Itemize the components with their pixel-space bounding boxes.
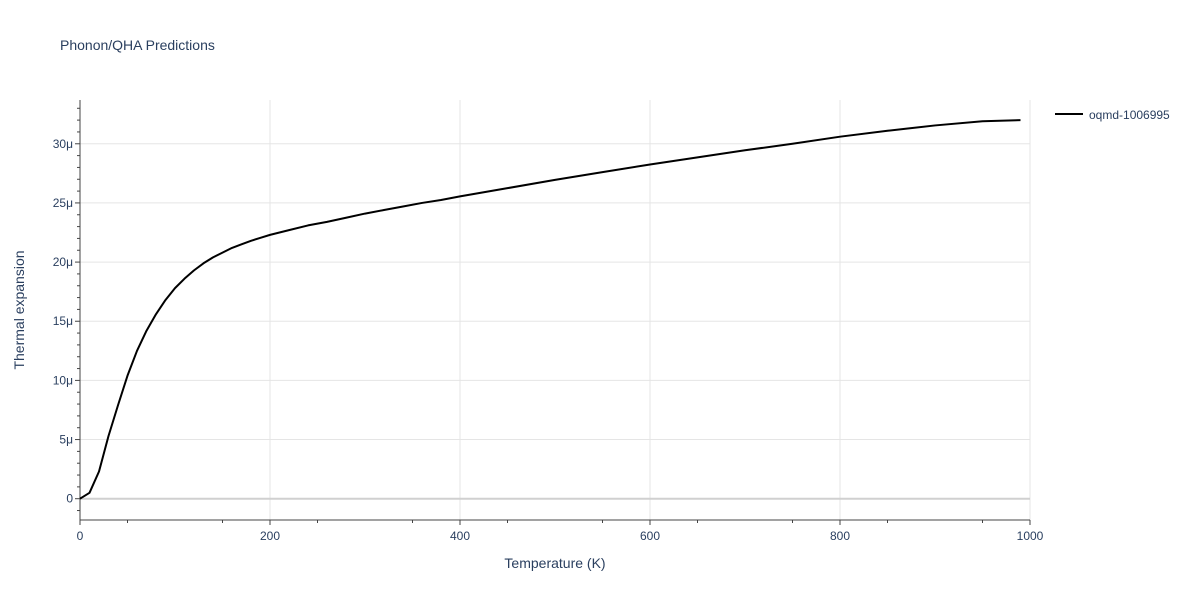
y-tick-label: 15μ	[53, 314, 73, 328]
x-axis-label: Temperature (K)	[504, 555, 605, 571]
y-tick-label: 5μ	[59, 433, 73, 447]
y-tick-label: 25μ	[53, 196, 73, 210]
series-line	[79, 119, 1021, 500]
x-tick-label: 0	[77, 529, 84, 543]
y-tick-label: 30μ	[53, 137, 73, 151]
x-tick-label: 400	[450, 529, 470, 543]
y-tick-label: 10μ	[53, 373, 73, 387]
chart-title: Phonon/QHA Predictions	[60, 37, 215, 53]
grid	[80, 100, 1031, 520]
x-tick-label: 800	[830, 529, 850, 543]
y-tick-label: 0	[66, 492, 73, 506]
legend-label: oqmd-1006995	[1089, 108, 1170, 122]
axes: 0 200 400 600 800 1000 0 5μ 10μ 15μ 20μ 25μ 30μ	[53, 100, 1044, 543]
x-tick-label: 1000	[1017, 529, 1044, 543]
y-axis-label: Thermal expansion	[11, 250, 27, 369]
legend[interactable]: oqmd-1006995	[1055, 108, 1170, 122]
x-tick-label: 200	[260, 529, 280, 543]
y-tick-label: 20μ	[53, 255, 73, 269]
plot-area	[79, 119, 1021, 500]
x-tick-label: 600	[640, 529, 660, 543]
